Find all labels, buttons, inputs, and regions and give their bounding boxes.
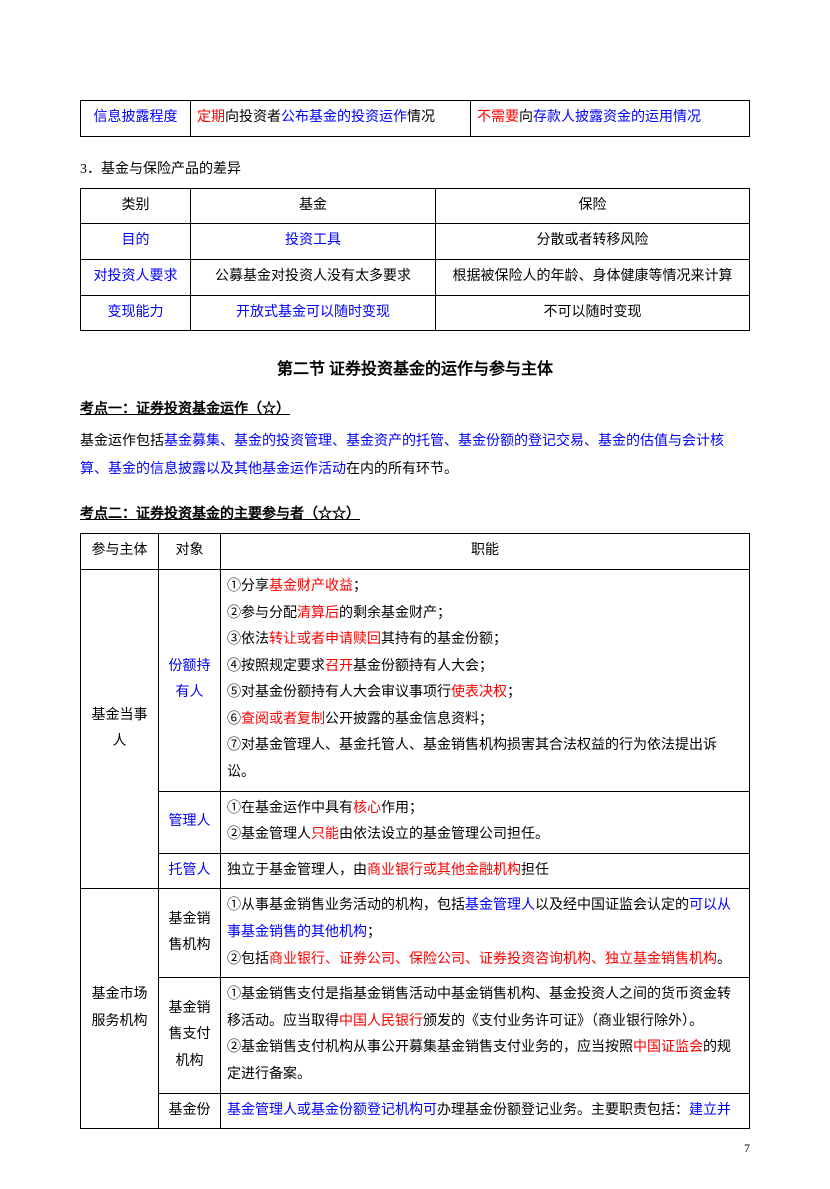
kaodian-1: 考点一：证券投资基金运作（☆）: [80, 397, 750, 422]
t3-role-0-0: 份额持有人: [159, 569, 221, 791]
t3-subject-1: 基金市场服务机构: [81, 889, 159, 1129]
t3-header-0: 参与主体: [81, 534, 159, 570]
t2-r0-c2: 投资工具: [191, 224, 436, 260]
disclosure-table: 信息披露程度 定期向投资者公布基金的投资运作情况 不需要向存款人披露资金的运用情…: [80, 100, 750, 137]
t3-func-line: ①从事基金销售业务活动的机构，包括基金管理人以及经中国证监会认定的可以从事基金销…: [227, 893, 743, 946]
t2-r1-c3: 根据被保险人的年龄、身体健康等情况来计算: [436, 259, 750, 295]
t2-r2-c1: 变现能力: [81, 295, 191, 331]
page-number: 7: [744, 1138, 750, 1160]
t3-role-1-0: 基金销售机构: [159, 889, 221, 978]
subhead-3: 3．基金与保险产品的差异: [80, 157, 750, 182]
t1-c1: 信息披露程度: [81, 101, 191, 137]
t3-func-1-0: ①从事基金销售业务活动的机构，包括基金管理人以及经中国证监会认定的可以从事基金销…: [221, 889, 750, 978]
t3-func-line: ②参与分配清算后的剩余基金财产；: [227, 601, 743, 628]
t3-func-line: 独立于基金管理人，由商业银行或其他金融机构担任: [227, 858, 743, 885]
t3-header-2: 职能: [221, 534, 750, 570]
participants-table: 参与主体对象职能 基金当事人份额持有人①分享基金财产收益；②参与分配清算后的剩余…: [80, 533, 750, 1129]
t3-func-line: ⑦对基金管理人、基金托管人、基金销售机构损害其合法权益的行为依法提出诉讼。: [227, 733, 743, 786]
t3-func-line: ④按照规定要求召开基金份额持有人大会；: [227, 654, 743, 681]
t3-func-line: ②基金管理人只能由依法设立的基金管理公司担任。: [227, 822, 743, 849]
t3-func-line: ③依法转让或者申请赎回其持有的基金份额；: [227, 627, 743, 654]
t2-r1-c1: 对投资人要求: [81, 259, 191, 295]
t2-header-0: 类别: [81, 188, 191, 224]
t2-r2-c2: 开放式基金可以随时变现: [191, 295, 436, 331]
t2-header-2: 保险: [436, 188, 750, 224]
t1-c3: 不需要向存款人披露资金的运用情况: [471, 101, 750, 137]
t3-role-0-1: 管理人: [159, 791, 221, 853]
t2-r2-c3: 不可以随时变现: [436, 295, 750, 331]
t3-func-0-0: ①分享基金财产收益；②参与分配清算后的剩余基金财产；③依法转让或者申请赎回其持有…: [221, 569, 750, 791]
t3-role-0-2: 托管人: [159, 853, 221, 889]
t1-c2: 定期向投资者公布基金的投资运作情况: [191, 101, 471, 137]
t3-func-line: ②基金销售支付机构从事公开募集基金销售支付业务的，应当按照中国证监会的规定进行备…: [227, 1035, 743, 1088]
t3-func-line: ①基金销售支付是指基金销售活动中基金销售机构、基金投资人之间的货币资金转移活动。…: [227, 982, 743, 1035]
t3-func-line: ⑤对基金份额持有人大会审议事项行使表决权；: [227, 680, 743, 707]
t3-func-0-2: 独立于基金管理人，由商业银行或其他金融机构担任: [221, 853, 750, 889]
t3-func-line: 基金管理人或基金份额登记机构可办理基金份额登记业务。主要职责包括：建立并: [227, 1098, 743, 1125]
t3-func-1-2: 基金管理人或基金份额登记机构可办理基金份额登记业务。主要职责包括：建立并: [221, 1093, 750, 1129]
t2-r0-c3: 分散或者转移风险: [436, 224, 750, 260]
t3-subject-0: 基金当事人: [81, 569, 159, 889]
t2-r1-c2: 公募基金对投资人没有太多要求: [191, 259, 436, 295]
t3-role-1-2: 基金份: [159, 1093, 221, 1129]
t3-func-0-1: ①在基金运作中具有核心作用；②基金管理人只能由依法设立的基金管理公司担任。: [221, 791, 750, 853]
t3-func-line: ①在基金运作中具有核心作用；: [227, 796, 743, 823]
t3-func-line: ②包括商业银行、证券公司、保险公司、证券投资咨询机构、独立基金销售机构。: [227, 947, 743, 974]
para-1: 基金运作包括基金募集、基金的投资管理、基金资产的托管、基金份额的登记交易、基金的…: [80, 428, 750, 484]
section-2-title: 第二节 证券投资基金的运作与参与主体: [80, 356, 750, 385]
t3-header-1: 对象: [159, 534, 221, 570]
t3-func-1-1: ①基金销售支付是指基金销售活动中基金销售机构、基金投资人之间的货币资金转移活动。…: [221, 978, 750, 1093]
insurance-diff-table: 类别基金保险 目的投资工具分散或者转移风险对投资人要求公募基金对投资人没有太多要…: [80, 188, 750, 331]
kaodian-2: 考点二：证券投资基金的主要参与者（☆☆）: [80, 502, 750, 527]
t3-func-line: ①分享基金财产收益；: [227, 574, 743, 601]
t3-func-line: ⑥查阅或者复制公开披露的基金信息资料；: [227, 707, 743, 734]
t3-role-1-1: 基金销售支付机构: [159, 978, 221, 1093]
t2-header-1: 基金: [191, 188, 436, 224]
t2-r0-c1: 目的: [81, 224, 191, 260]
